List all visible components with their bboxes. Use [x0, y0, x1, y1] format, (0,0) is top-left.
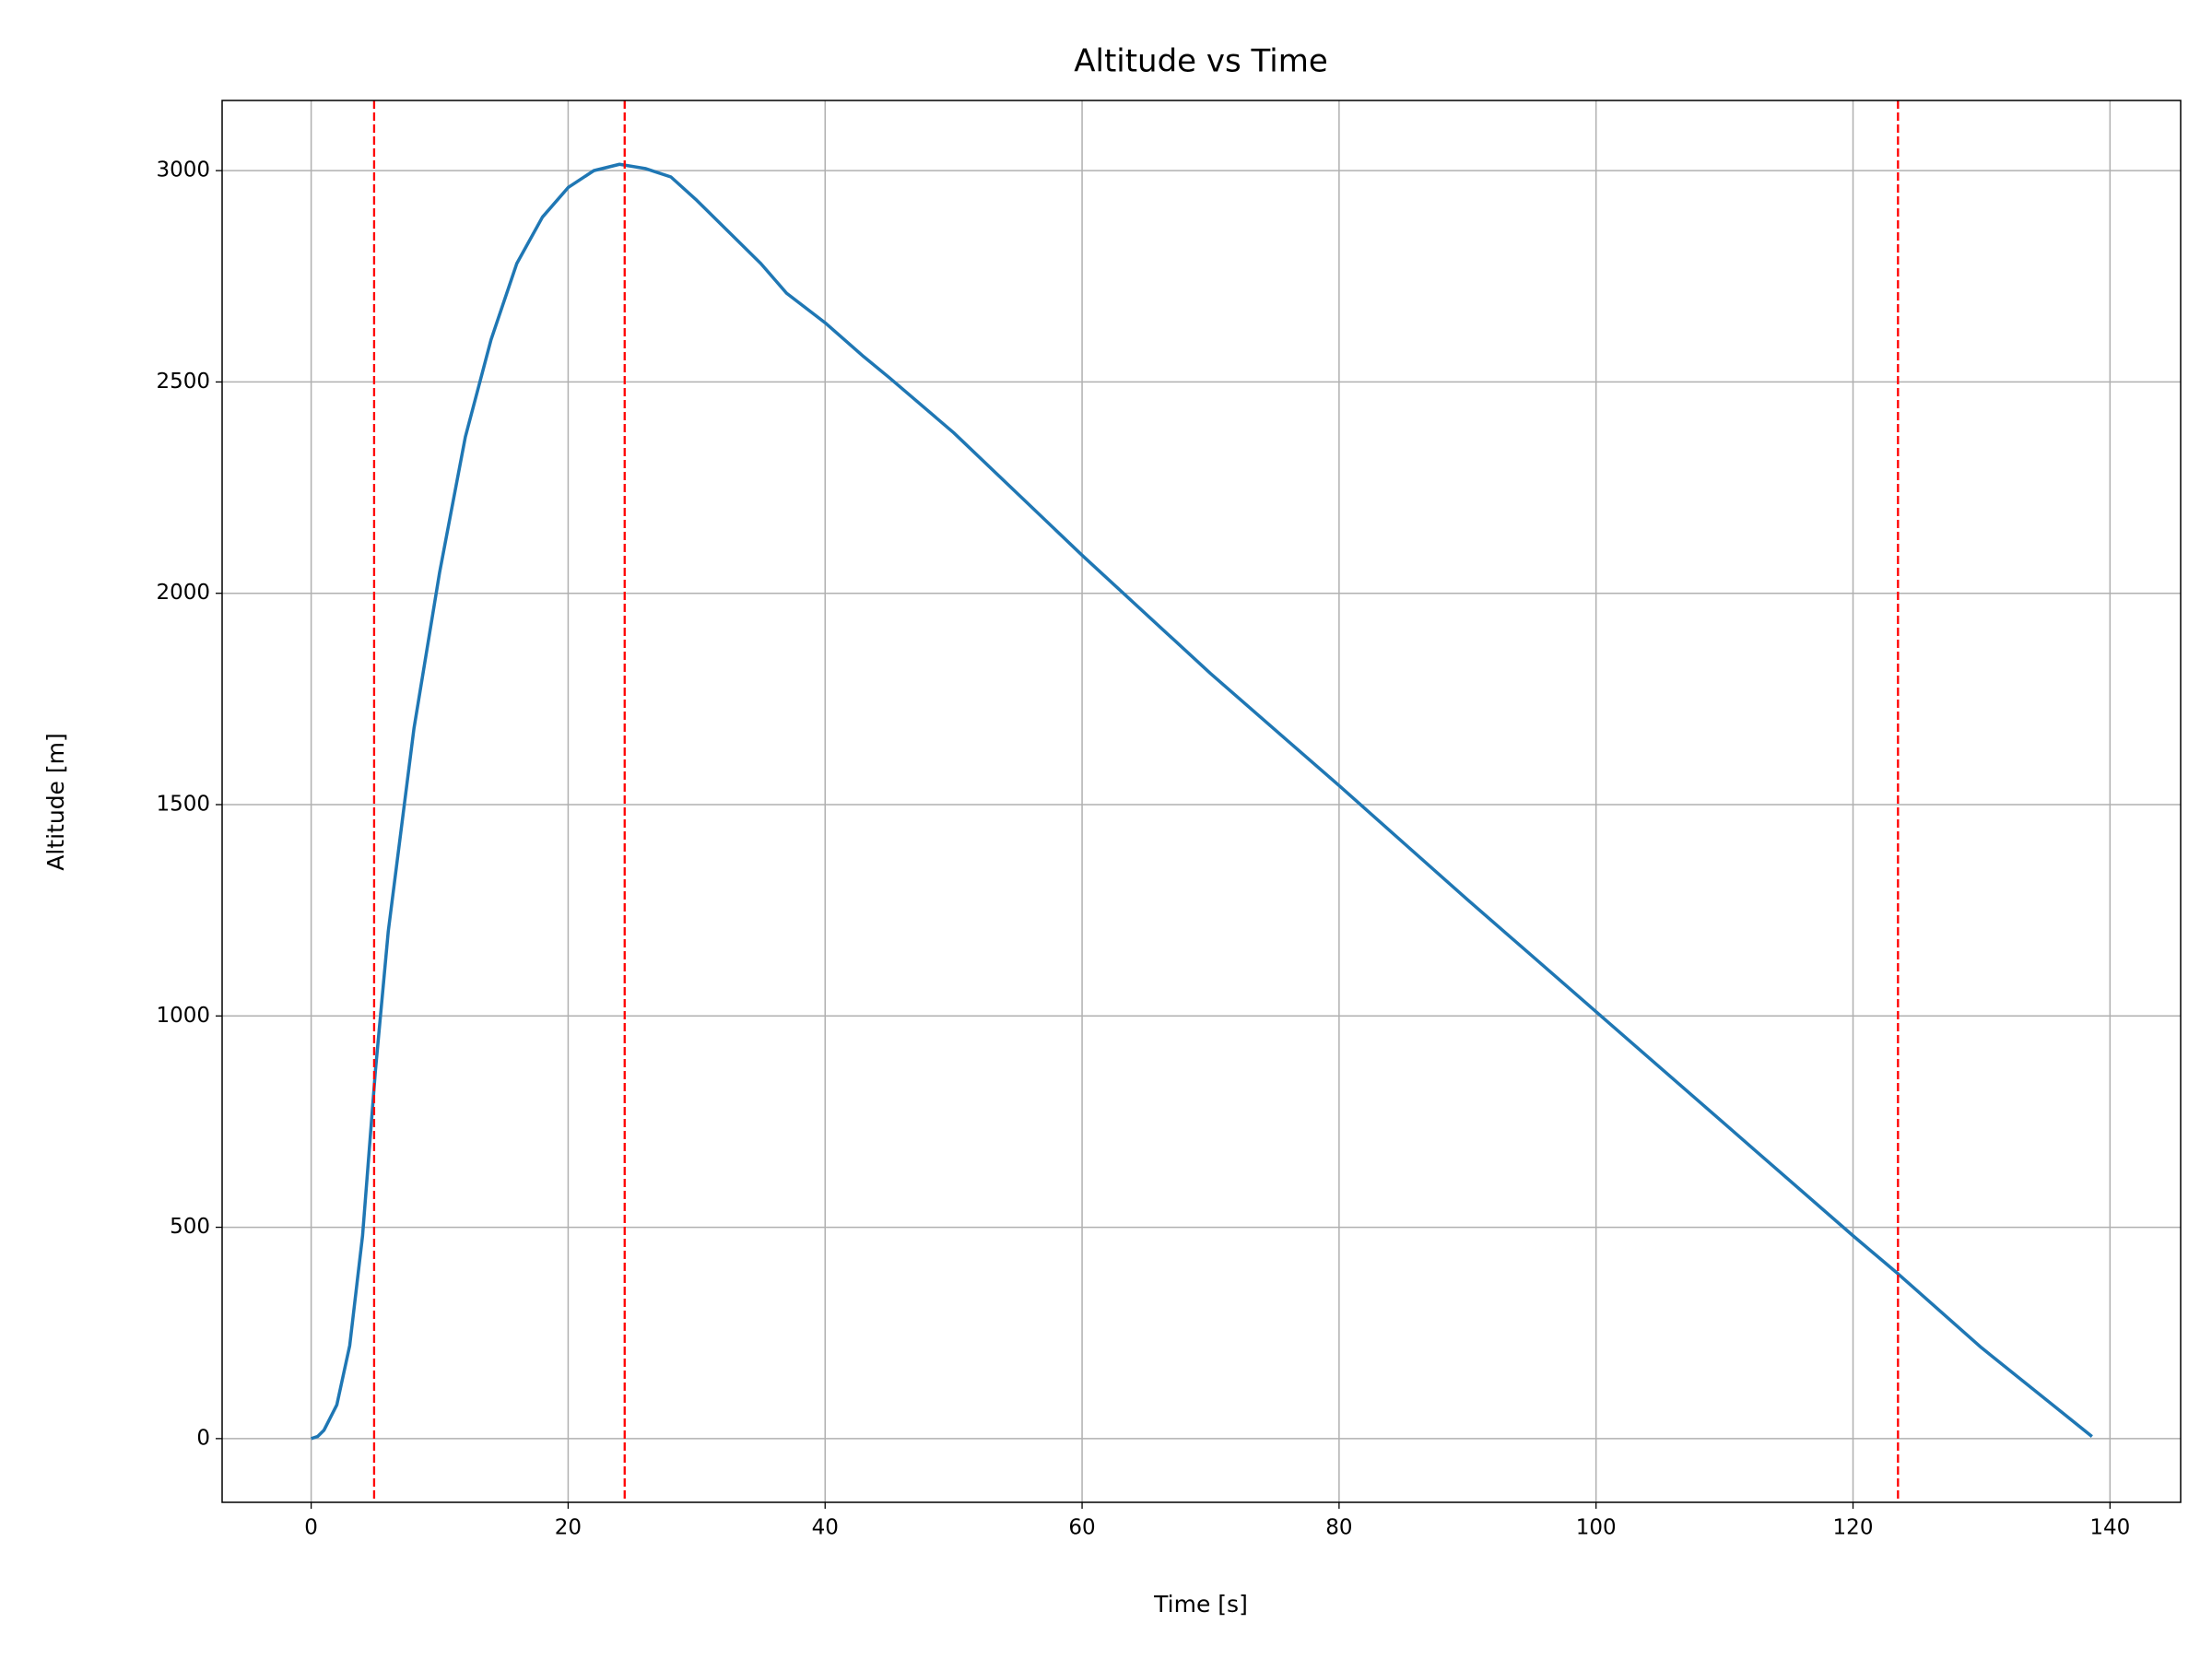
x-tick-label: 80	[1325, 1516, 1352, 1540]
x-tick-label: 120	[1833, 1516, 1874, 1540]
plot-frame	[221, 100, 2182, 1503]
y-tick-label: 2000	[156, 581, 210, 605]
y-tick-label: 1000	[156, 1004, 210, 1028]
y-tick-label: 3000	[156, 159, 210, 182]
y-tick-label: 1500	[156, 792, 210, 816]
y-tick-label: 2500	[156, 370, 210, 394]
y-axis-label: Altitude [m]	[42, 733, 69, 871]
x-tick-label: 140	[2089, 1516, 2130, 1540]
x-tick-label: 0	[304, 1516, 318, 1540]
x-tick-label: 60	[1068, 1516, 1095, 1540]
x-tick-label: 40	[812, 1516, 839, 1540]
y-tick-label: 0	[196, 1426, 210, 1450]
y-tick-label: 500	[170, 1215, 210, 1239]
x-tick-label: 100	[1576, 1516, 1617, 1540]
chart-title: Altitude vs Time	[1074, 43, 1328, 80]
x-axis-label: Time [s]	[1153, 1591, 1248, 1618]
x-tick-label: 20	[555, 1516, 582, 1540]
